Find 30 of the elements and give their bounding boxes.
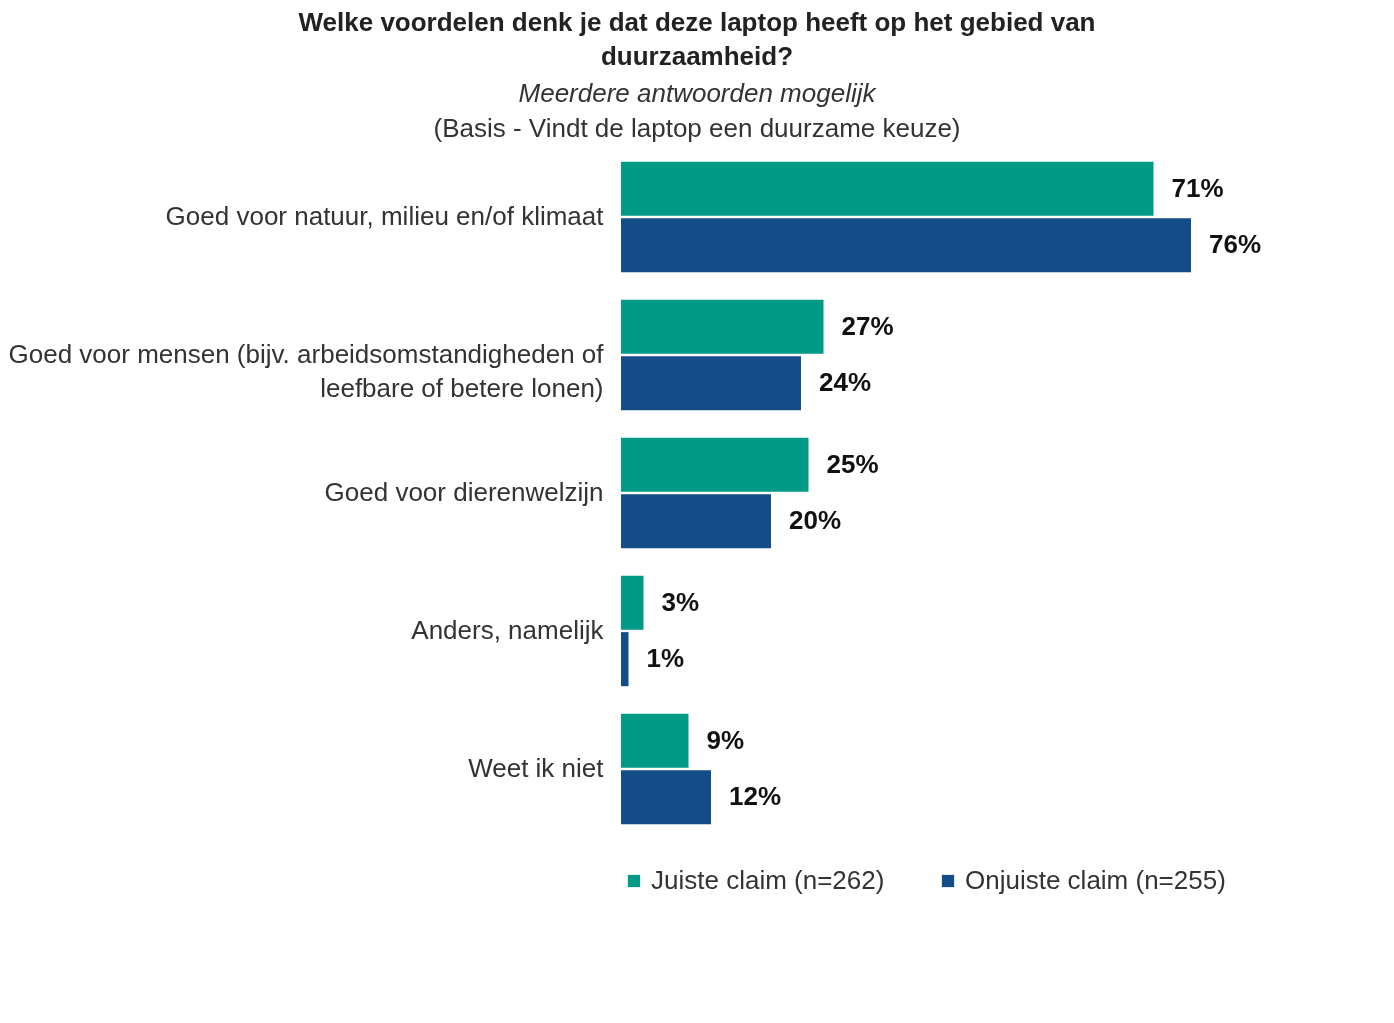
- chart-title: Welke voordelen denk je dat deze laptop heeft op het gebied van duurzaamheid?: [297, 6, 1097, 73]
- data-label: 24%: [819, 366, 872, 397]
- y-tick-label: Goed voor natuur, milieu en/of klimaat: [165, 200, 605, 231]
- bar: [621, 769, 711, 824]
- y-tick-label: Weet ik niet: [468, 752, 605, 783]
- data-label: 27%: [841, 310, 894, 341]
- bar: [621, 493, 771, 548]
- data-label: 25%: [826, 448, 879, 479]
- bar: [621, 299, 824, 354]
- data-label: 71%: [1171, 172, 1224, 203]
- y-tick-label: Anders, namelijk: [411, 614, 605, 645]
- y-tick-label: Goed voor mensen (bijv. arbeidsomstandigheden of leefbare of betere lonen): [8, 338, 605, 403]
- legend-label: Juiste claim (n=262): [651, 864, 885, 895]
- legend-label: Onjuiste claim (n=255): [965, 864, 1226, 895]
- text: (Basis - Vindt de laptop een duurzame keuze): [432, 112, 962, 144]
- data-label: 20%: [789, 504, 842, 535]
- bar: [621, 217, 1191, 272]
- data-label: 3%: [661, 586, 700, 617]
- bar: [621, 437, 809, 492]
- bar: [621, 161, 1154, 216]
- data-label: 76%: [1209, 228, 1262, 259]
- bar: [621, 631, 629, 686]
- bar: [621, 575, 644, 630]
- bar: [621, 355, 801, 410]
- y-tick-label: Goed voor dierenwelzijn: [324, 476, 604, 507]
- bar: [621, 713, 689, 768]
- data-label: 12%: [729, 780, 782, 811]
- chart-subtitle: Meerdere antwoorden mogelijk: [517, 77, 877, 109]
- data-label: 9%: [706, 724, 745, 755]
- data-label: 1%: [646, 642, 685, 673]
